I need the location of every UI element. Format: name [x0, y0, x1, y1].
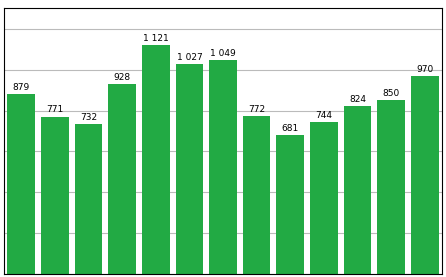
Bar	[8, 94, 35, 274]
Bar	[377, 100, 405, 274]
Bar	[209, 60, 237, 274]
Bar	[310, 122, 338, 274]
Text: 772: 772	[248, 105, 265, 114]
Bar	[243, 116, 270, 274]
Text: 681: 681	[281, 124, 299, 133]
Text: 732: 732	[80, 114, 97, 122]
Text: 824: 824	[349, 95, 366, 104]
Text: 744: 744	[315, 111, 332, 120]
Text: 1 049: 1 049	[210, 48, 236, 58]
Text: 850: 850	[383, 89, 400, 98]
Bar	[108, 84, 136, 274]
Bar	[277, 135, 304, 274]
Bar	[411, 76, 438, 274]
Bar	[344, 106, 371, 274]
Text: 1 121: 1 121	[143, 34, 169, 43]
Text: 1 027: 1 027	[177, 53, 202, 62]
Text: 879: 879	[12, 83, 30, 93]
Text: 771: 771	[46, 106, 63, 114]
Text: 928: 928	[114, 73, 131, 82]
Bar	[41, 117, 69, 274]
Bar	[142, 45, 169, 274]
Text: 970: 970	[416, 65, 434, 74]
Bar	[75, 124, 102, 274]
Bar	[176, 64, 203, 274]
